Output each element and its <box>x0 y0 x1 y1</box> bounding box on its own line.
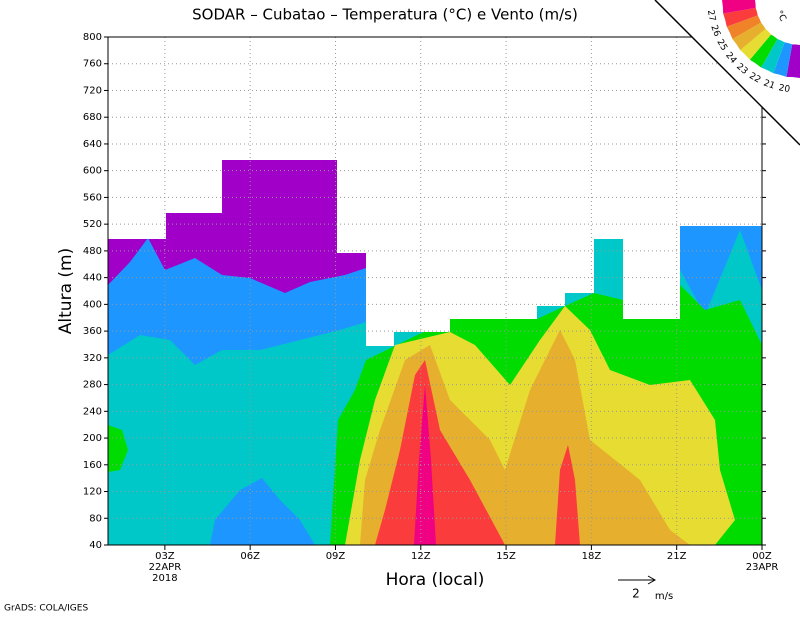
grid <box>104 36 766 550</box>
contour-region <box>375 360 505 545</box>
x-date-label: 22APR <box>149 562 182 573</box>
contour-region <box>108 425 128 472</box>
colorbar-label: 21 <box>762 78 776 91</box>
y-tick-label: 800 <box>83 32 102 43</box>
colorbar-segment <box>749 34 778 68</box>
y-tick-label: 120 <box>83 487 102 498</box>
colorbar-label: 20 <box>778 83 791 95</box>
y-tick-label: 240 <box>83 406 102 417</box>
x-tick-label: 00Z <box>752 551 772 562</box>
contour-region <box>555 445 580 545</box>
y-tick-label: 40 <box>89 540 102 551</box>
colorbar-segment <box>773 42 793 77</box>
x-tick-label: 06Z <box>240 551 260 562</box>
y-tick-label: 360 <box>83 326 102 337</box>
colorbar-unit: °C <box>774 9 788 23</box>
contour-field <box>108 160 762 545</box>
y-tick-label: 680 <box>83 112 102 123</box>
reference-unit: m/s <box>655 591 673 602</box>
chart-title: SODAR – Cubatao – Temperatura (°C) e Ven… <box>192 6 578 24</box>
colorbar-segment <box>722 0 756 14</box>
colorbar-segment <box>726 15 762 39</box>
reference-arrow-head <box>647 575 657 585</box>
colorbar-label: 26 <box>708 24 721 38</box>
colorbar-label: 27 <box>705 9 717 22</box>
y-tick-label: 480 <box>83 246 102 257</box>
x-date-label: 23APR <box>746 562 779 573</box>
x-tick-label: 09Z <box>326 551 346 562</box>
y-tick-label: 200 <box>83 433 102 444</box>
y-tick-label: 400 <box>83 299 102 310</box>
y-tick-label: 280 <box>83 380 102 391</box>
credit: GrADS: COLA/IGES <box>4 604 88 614</box>
colorbar-label: 25 <box>714 38 728 53</box>
colorbar-segment <box>723 7 758 27</box>
colorbar-segment <box>740 28 772 60</box>
y-tick-label: 600 <box>83 166 102 177</box>
plot-frame <box>107 36 763 546</box>
y-tick-label: 160 <box>83 460 102 471</box>
y-tick-label: 80 <box>89 513 102 524</box>
x-tick-label: 03Z <box>155 551 175 562</box>
x-date-label: 2018 <box>152 573 177 584</box>
reference-value: 2 <box>632 587 640 601</box>
colorbar-label: 22 <box>747 71 762 85</box>
y-tick-label: 760 <box>83 59 102 70</box>
x-tick-label: 21Z <box>667 551 687 562</box>
y-tick-label: 520 <box>83 219 102 230</box>
y-axis-label: Altura (m) <box>56 248 76 334</box>
corner-line <box>654 0 800 146</box>
x-tick-label: 12Z <box>411 551 431 562</box>
x-tick-label: 18Z <box>582 551 602 562</box>
x-tick-label: 15Z <box>496 551 516 562</box>
colorbar-segment <box>761 38 785 74</box>
y-tick-label: 440 <box>83 273 102 284</box>
y-tick-label: 320 <box>83 353 102 364</box>
y-tick-label: 720 <box>83 85 102 96</box>
contour-region <box>210 478 315 545</box>
colorbar-segment <box>732 22 766 51</box>
y-tick-label: 560 <box>83 192 102 203</box>
y-tick-label: 640 <box>83 139 102 150</box>
colorbar-segment <box>786 44 800 78</box>
x-axis-label: Hora (local) <box>386 570 485 590</box>
